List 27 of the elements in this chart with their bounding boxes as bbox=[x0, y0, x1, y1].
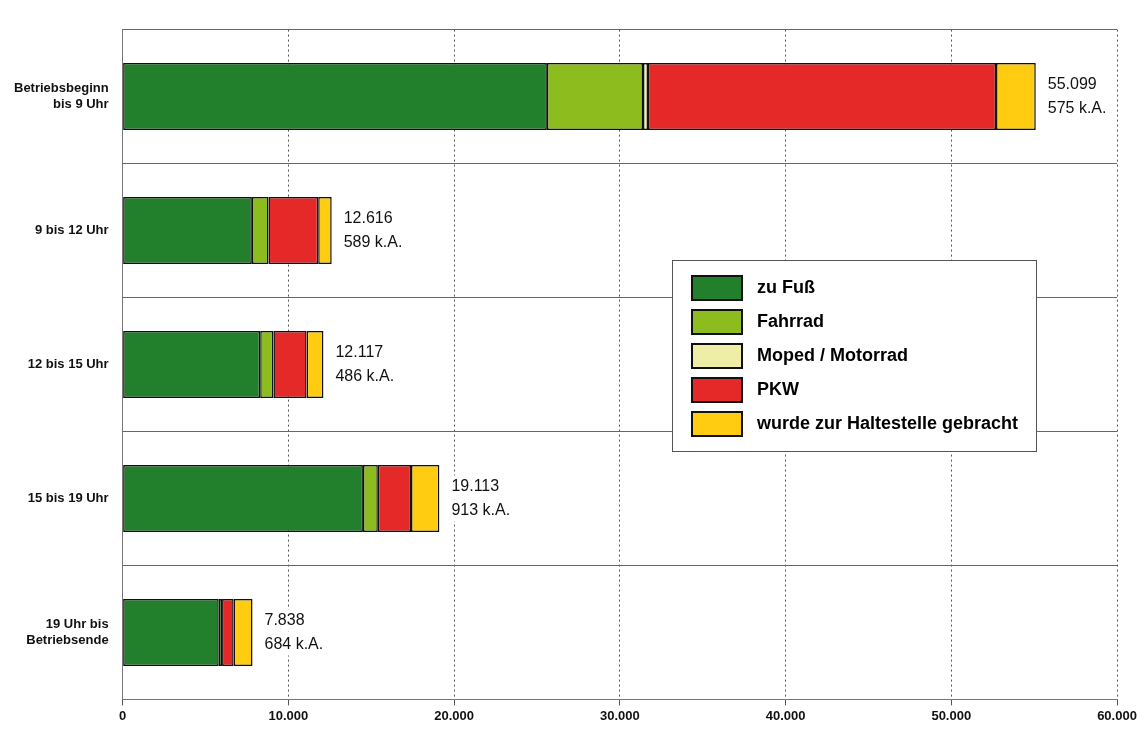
x-tick-label: 10.000 bbox=[268, 707, 309, 723]
y-tick-label: 12 bis 15 Uhr bbox=[27, 356, 109, 372]
annotation: 913 k.A. bbox=[451, 500, 511, 518]
x-tick-label: 60.000 bbox=[1097, 707, 1137, 723]
annotation: 486 k.A. bbox=[335, 366, 395, 384]
y-tick-label: Betriebsbeginn bis 9 Uhr bbox=[14, 80, 109, 111]
annotation: 589 k.A. bbox=[343, 232, 403, 250]
y-tick-label: 9 bis 12 Uhr bbox=[34, 222, 109, 238]
y-tick-label: 19 Uhr bis Betriebsende bbox=[26, 616, 109, 647]
total-label: 12.616 bbox=[343, 208, 393, 226]
total-label: 19.113 bbox=[451, 476, 500, 494]
x-tick-label: 20.000 bbox=[434, 707, 474, 723]
legend-label: Fahrrad bbox=[757, 311, 825, 332]
legend-label: wurde zur Haltestelle gebracht bbox=[757, 413, 1019, 434]
legend-label: PKW bbox=[757, 379, 799, 400]
x-tick-label: 40.000 bbox=[765, 707, 806, 723]
total-label: 12.117 bbox=[335, 342, 384, 360]
legend-label: Moped / Motorrad bbox=[757, 345, 908, 366]
x-tick-label: 50.000 bbox=[931, 707, 972, 723]
total-label: 7.838 bbox=[264, 610, 305, 628]
annotation: 575 k.A. bbox=[1047, 98, 1107, 116]
x-tick-label: 30.000 bbox=[599, 707, 640, 723]
total-label: 55.099 bbox=[1047, 74, 1097, 92]
annotation: 684 k.A. bbox=[264, 634, 324, 652]
x-tick-label: 0 bbox=[119, 707, 127, 723]
y-tick-label: 15 bis 19 Uhr bbox=[27, 490, 109, 506]
legend-label: zu Fuß bbox=[757, 277, 815, 298]
